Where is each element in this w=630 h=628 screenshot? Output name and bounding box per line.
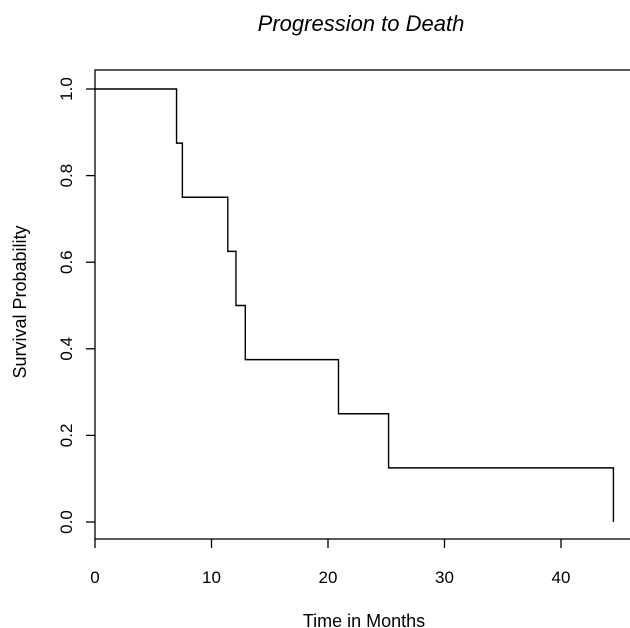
y-tick-label: 0.4 <box>57 337 76 361</box>
x-tick-label: 30 <box>435 568 454 587</box>
x-tick-label: 20 <box>319 568 338 587</box>
y-axis: 0.0 0.2 0.4 0.6 0.8 1.0 <box>57 77 95 534</box>
x-tick-label: 0 <box>90 568 99 587</box>
chart-title: Progression to Death <box>258 11 465 36</box>
x-axis: 0 10 20 30 40 <box>90 539 570 587</box>
plot-frame <box>94 69 630 540</box>
y-tick-label: 0.2 <box>57 424 76 448</box>
y-tick-label: 0.0 <box>57 510 76 534</box>
y-tick-label: 1.0 <box>57 77 76 101</box>
x-tick-label: 40 <box>552 568 571 587</box>
survival-step-line <box>95 88 615 522</box>
x-tick-label: 10 <box>202 568 221 587</box>
y-tick-label: 0.8 <box>57 164 76 188</box>
series-layer <box>95 88 615 522</box>
x-axis-label: Time in Months <box>303 611 425 628</box>
y-axis-label: Survival Probability <box>10 225 30 378</box>
y-tick-label: 0.6 <box>57 250 76 274</box>
